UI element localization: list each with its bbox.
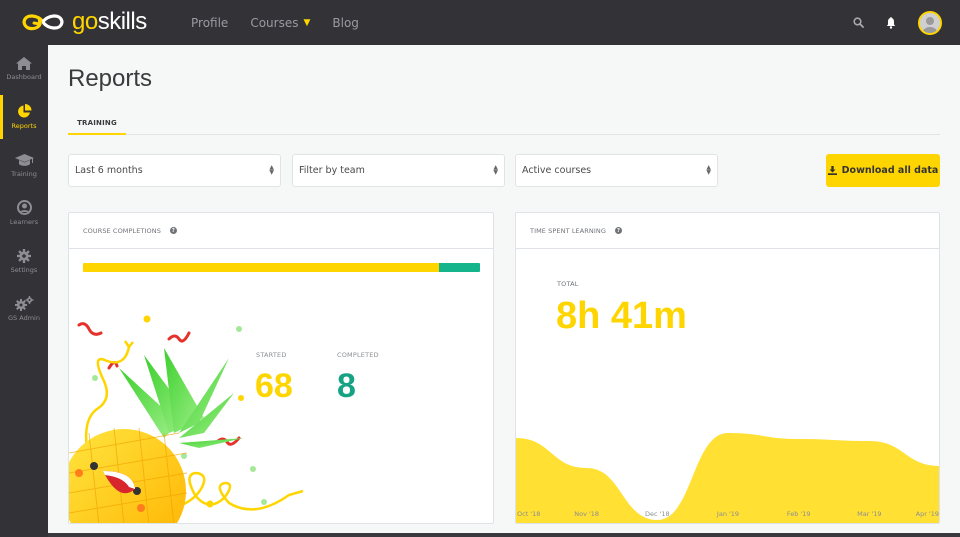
report-tabs: TRAINING — [68, 113, 940, 135]
logo-go-text: go — [72, 8, 98, 35]
sidebar-item-label: Settings — [10, 265, 38, 274]
chevron-down-icon: ▼ — [303, 17, 311, 28]
x-axis-tick-label: Jan '19 — [716, 510, 740, 518]
card-header: TIME SPENT LEARNING ? — [516, 213, 939, 249]
sidebar-item-label: Training — [11, 169, 37, 178]
sidebar-item-training[interactable]: Training — [0, 141, 48, 189]
bell-icon — [886, 16, 896, 29]
card-title: COURSE COMPLETIONS — [83, 226, 161, 235]
team-select-value: Filter by team — [299, 165, 365, 176]
started-label: STARTED — [256, 351, 287, 359]
total-label: TOTAL — [557, 280, 579, 288]
download-all-data-button[interactable]: Download all data — [826, 154, 940, 187]
download-label: Download all data — [841, 165, 939, 176]
sidebar-item-settings[interactable]: Settings — [0, 237, 48, 285]
infinity-logo-icon — [22, 14, 64, 31]
card-title: TIME SPENT LEARNING — [530, 226, 606, 235]
x-axis-tick-label: Nov '18 — [574, 510, 600, 518]
goskills-logo[interactable]: goskills — [20, 8, 147, 36]
download-icon — [827, 166, 837, 175]
time-spent-learning-card: TIME SPENT LEARNING ? TOTAL 8h 41m Oct '… — [515, 212, 940, 524]
notifications-button[interactable] — [886, 16, 896, 29]
pineapple-celebration-illustration — [69, 315, 304, 523]
page-title: Reports — [68, 65, 153, 92]
nav-profile-label: Profile — [191, 15, 229, 30]
sidebar-item-reports[interactable]: Reports — [0, 93, 48, 141]
completed-label: COMPLETED — [337, 351, 379, 359]
x-axis-tick-label: Apr '19 — [915, 510, 939, 518]
nav-blog[interactable]: Blog — [332, 16, 359, 30]
progress-completed — [438, 263, 480, 272]
time-spent-area-chart — [516, 433, 939, 523]
x-axis-tick-label: Mar '19 — [857, 510, 882, 518]
help-icon[interactable]: ? — [615, 227, 622, 234]
search-icon — [853, 17, 864, 28]
started-count: 68 — [255, 367, 293, 405]
search-button[interactable] — [853, 17, 864, 28]
completed-count: 8 — [337, 367, 356, 405]
sidebar-item-label: GS Admin — [8, 314, 40, 322]
sidebar-item-learners[interactable]: Learners — [0, 189, 48, 237]
avatar-icon — [920, 12, 940, 33]
select-arrows-icon: ▲ ▼ — [493, 164, 498, 176]
sidebar-item-label: Learners — [9, 218, 39, 226]
x-axis-tick-label: Oct '18 — [517, 510, 541, 518]
x-axis-tick-label: Dec '18 — [644, 510, 670, 518]
total-time: 8h 41m — [556, 295, 687, 337]
user-avatar[interactable] — [918, 10, 942, 35]
sidebar: Dashboard Reports Training Learners Sett… — [0, 45, 48, 537]
gears-icon — [14, 296, 33, 311]
sidebar-item-gs-admin[interactable]: GS Admin — [0, 285, 48, 333]
select-arrows-icon: ▲ ▼ — [706, 164, 711, 176]
nav-courses-label: Courses — [250, 15, 299, 30]
graduation-cap-icon — [14, 153, 34, 166]
home-icon — [16, 57, 32, 70]
progress-started — [83, 263, 439, 272]
nav-courses[interactable]: Courses ▼ — [250, 16, 310, 30]
x-axis-tick-label: Feb '19 — [786, 510, 811, 518]
courses-select[interactable]: Active courses ▲ ▼ — [515, 154, 718, 187]
area-series — [516, 433, 939, 523]
help-icon[interactable]: ? — [169, 227, 177, 234]
team-select[interactable]: Filter by team ▲ ▼ — [292, 154, 505, 187]
nav-blog-label: Blog — [332, 15, 359, 30]
select-arrows-icon: ▲ ▼ — [269, 164, 274, 176]
bottom-edge — [48, 533, 960, 537]
main-nav: Profile Courses ▼ Blog — [191, 0, 381, 45]
logo-skills-text: skills — [97, 8, 148, 35]
gear-icon — [17, 248, 31, 263]
sidebar-item-dashboard[interactable]: Dashboard — [0, 45, 48, 93]
courses-select-value: Active courses — [522, 165, 592, 176]
completion-progress-bar — [83, 263, 480, 272]
card-header: COURSE COMPLETIONS ? — [69, 213, 493, 249]
nav-profile[interactable]: Profile — [191, 16, 228, 30]
pie-chart-icon — [17, 104, 31, 118]
main-content: Reports TRAINING Last 6 months ▲ ▼ Filter… — [48, 45, 960, 533]
sidebar-item-label: Reports — [11, 122, 37, 130]
period-select[interactable]: Last 6 months ▲ ▼ — [68, 154, 281, 187]
chart-x-axis: Oct '18 Nov '18 Dec '18 Jan '19 Feb '19 Mar '… — [516, 510, 939, 520]
sidebar-item-label: Dashboard — [6, 73, 42, 81]
course-completions-card: COURSE COMPLETIONS ? — [68, 212, 494, 524]
period-select-value: Last 6 months — [75, 165, 143, 176]
tab-training[interactable]: TRAINING — [68, 113, 126, 135]
user-circle-icon — [16, 200, 32, 215]
top-navbar: goskills Profile Courses ▼ Blog — [0, 0, 960, 45]
